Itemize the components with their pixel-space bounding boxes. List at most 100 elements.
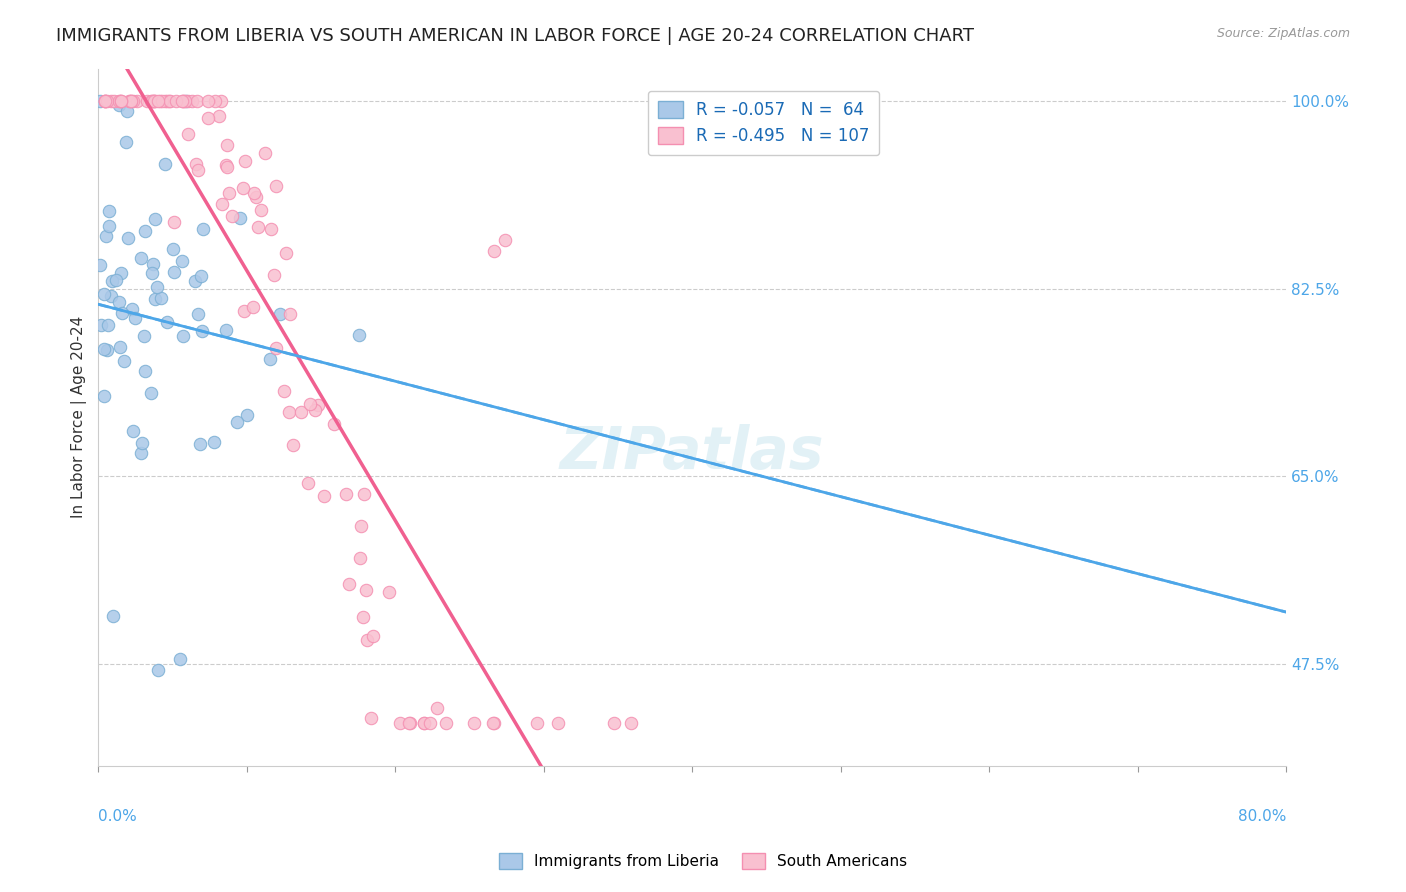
Point (184, 274, 207, 288)
Point (174, 94, 197, 108)
Point (115, 103, 138, 118)
Point (98, 219, 121, 234)
Point (143, 94, 166, 108)
Point (117, 94, 139, 108)
Point (122, 425, 145, 439)
Point (94, 229, 117, 244)
Legend: Immigrants from Liberia, South Americans: Immigrants from Liberia, South Americans (492, 847, 914, 875)
Point (129, 446, 152, 460)
Point (347, 327, 370, 342)
Point (93, 389, 115, 403)
Point (221, 210, 243, 224)
Point (188, 437, 211, 451)
Point (494, 233, 516, 247)
Point (120, 94, 142, 108)
Point (187, 307, 209, 321)
Point (263, 268, 285, 282)
Point (209, 94, 232, 108)
Point (235, 408, 257, 422)
Point (177, 128, 200, 142)
Point (214, 158, 236, 172)
Point (100, 274, 122, 288)
Point (186, 94, 208, 108)
Point (159, 94, 181, 108)
Point (128, 770, 150, 784)
Point (141, 385, 163, 400)
Point (181, 94, 204, 108)
Point (463, 716, 485, 731)
Point (190, 268, 212, 283)
Point (94, 94, 117, 108)
Point (304, 403, 326, 417)
Point (108, 98, 131, 112)
Point (122, 94, 145, 108)
Point (143, 94, 166, 108)
Point (131, 435, 153, 450)
Point (98, 204, 121, 219)
Point (249, 202, 271, 217)
Point (108, 340, 131, 354)
Point (426, 701, 449, 715)
Point (218, 186, 240, 200)
Point (110, 94, 132, 108)
Point (278, 307, 301, 321)
Point (93, 342, 115, 356)
Point (103, 609, 125, 624)
Point (172, 94, 194, 108)
Point (278, 405, 301, 419)
Point (247, 220, 270, 235)
Point (377, 585, 399, 599)
Point (290, 405, 312, 419)
Text: 80.0%: 80.0% (1237, 809, 1286, 824)
Point (96, 94, 118, 108)
Point (177, 94, 200, 108)
Point (232, 181, 254, 195)
Point (259, 352, 281, 367)
Point (149, 94, 172, 108)
Point (125, 94, 148, 108)
Point (398, 716, 420, 731)
Point (269, 306, 291, 320)
Text: IMMIGRANTS FROM LIBERIA VS SOUTH AMERICAN IN LABOR FORCE | AGE 20-24 CORRELATION: IMMIGRANTS FROM LIBERIA VS SOUTH AMERICA… (56, 27, 974, 45)
Point (233, 153, 256, 168)
Point (146, 280, 169, 294)
Point (124, 311, 146, 326)
Y-axis label: In Labor Force | Age 20-24: In Labor Force | Age 20-24 (72, 317, 87, 518)
Point (134, 224, 156, 238)
Point (412, 716, 434, 731)
Point (191, 324, 214, 338)
Point (281, 438, 304, 452)
Point (118, 94, 141, 108)
Point (186, 157, 208, 171)
Point (94, 94, 117, 108)
Point (482, 716, 505, 731)
Point (89, 258, 111, 272)
Point (129, 251, 152, 265)
Point (170, 253, 193, 268)
Point (264, 342, 287, 356)
Point (165, 94, 187, 108)
Point (350, 519, 373, 533)
Point (172, 94, 194, 108)
Point (335, 487, 357, 501)
Point (139, 94, 162, 108)
Point (360, 711, 382, 725)
Point (191, 222, 214, 236)
Point (274, 246, 297, 260)
Point (132, 329, 155, 343)
Point (110, 266, 132, 280)
Point (89, 94, 111, 108)
Point (323, 417, 346, 431)
Point (547, 716, 569, 731)
Point (307, 398, 329, 412)
Point (141, 266, 163, 280)
Point (169, 652, 191, 666)
Point (361, 629, 384, 643)
Point (94, 94, 117, 108)
Point (94, 94, 117, 108)
Point (163, 215, 186, 229)
Point (264, 179, 287, 194)
Point (602, 716, 624, 731)
Point (419, 716, 441, 731)
Legend: R = -0.057   N =  64, R = -0.495   N = 107: R = -0.057 N = 64, R = -0.495 N = 107 (648, 91, 879, 155)
